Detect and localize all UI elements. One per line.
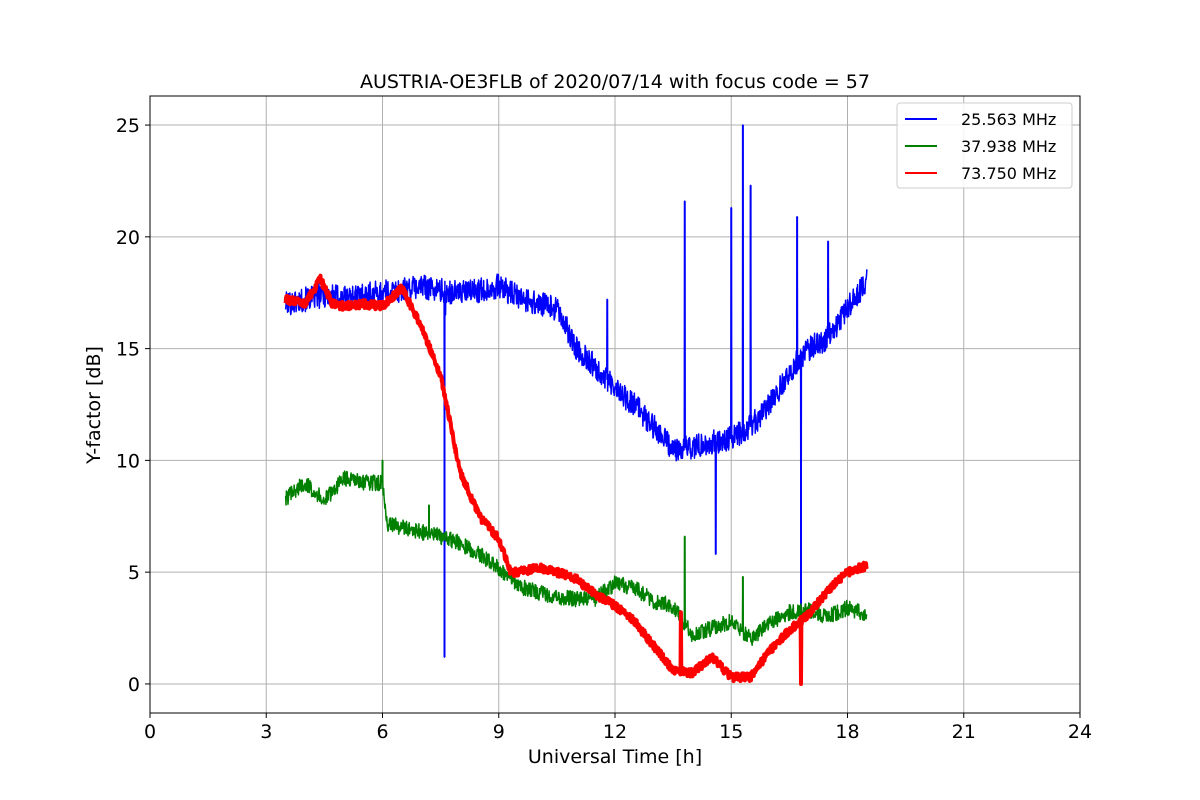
legend-box xyxy=(896,102,1073,189)
x-tick-label: 18 xyxy=(835,721,859,743)
x-tick-label: 3 xyxy=(260,721,272,743)
legend-entry: 37.938 MHz xyxy=(961,137,1056,156)
series-37-938-mhz xyxy=(284,459,868,647)
x-tick-label: 9 xyxy=(493,721,505,743)
x-tick-label: 0 xyxy=(144,721,156,743)
x-tick-label: 24 xyxy=(1068,721,1092,743)
chart-title: AUSTRIA-OE3FLB of 2020/07/14 with focus … xyxy=(360,71,870,93)
x-tick-label: 21 xyxy=(952,721,976,743)
y-tick-label: 15 xyxy=(116,339,140,361)
series-73-750-mhz xyxy=(283,273,869,686)
series-25-563-mhz xyxy=(284,124,868,685)
x-tick-label: 12 xyxy=(603,721,627,743)
y-tick-label: 0 xyxy=(128,674,140,696)
y-axis-label: Y-factor [dB] xyxy=(83,346,105,465)
legend-entry: 25.563 MHz xyxy=(961,110,1056,129)
y-tick-label: 5 xyxy=(128,562,140,584)
plot-area: 0 3 6 9 12 15 18 21 24 0 5 10 15 20 25 xyxy=(116,95,1092,743)
series-line xyxy=(284,124,868,685)
x-axis-label: Universal Time [h] xyxy=(528,746,702,768)
series-layer xyxy=(283,124,869,686)
y-tick-label: 20 xyxy=(116,227,140,249)
y-tick-label: 10 xyxy=(116,450,140,472)
legend-entry: 73.750 MHz xyxy=(961,164,1056,183)
axis-ticks: 0 3 6 9 12 15 18 21 24 0 5 10 15 20 25 xyxy=(116,115,1092,743)
series-line xyxy=(283,273,869,686)
legend: 25.563 MHz 37.938 MHz 73.750 MHz xyxy=(896,102,1073,189)
x-tick-label: 15 xyxy=(719,721,743,743)
y-tick-label: 25 xyxy=(116,115,140,137)
x-tick-label: 6 xyxy=(376,721,388,743)
